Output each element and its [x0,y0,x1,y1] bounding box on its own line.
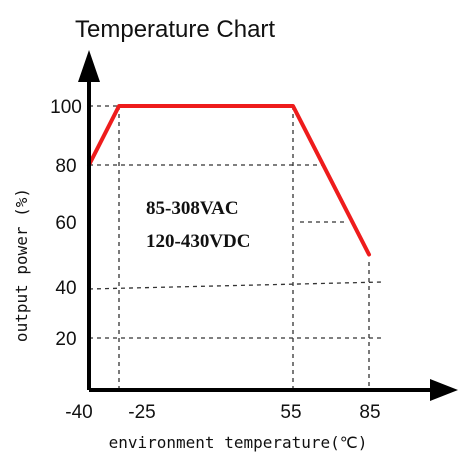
x-tick-label-85: 85 [359,402,380,423]
x-tick-label--40: -40 [65,402,92,423]
y-axis-arrow [78,50,100,82]
axis-layer [78,50,458,401]
y-tick-label-80: 80 [55,156,76,177]
x-tick-label-55: 55 [280,402,301,423]
annotation-1: 120-430VDC [146,231,251,252]
y-tick-label-40: 40 [55,278,76,299]
x-axis-arrow [430,379,458,401]
gridline-h-40 [88,281,384,290]
y-tick-label-100: 100 [50,97,82,118]
series-line-0 [87,104,371,257]
x-axis-label: environment temperature(℃) [109,433,368,452]
y-tick-label-20: 20 [55,329,76,350]
y-tick-label-60: 60 [55,213,76,234]
chart-title: Temperature Chart [75,16,275,43]
label-layer: 20 40 60 80 100 -40 -25 55 85 environment tempera… [12,97,381,452]
x-tick-label--25: -25 [128,402,155,423]
annotation-0: 85-308VAC [146,198,239,219]
y-axis-label: output power (%) [12,188,31,342]
